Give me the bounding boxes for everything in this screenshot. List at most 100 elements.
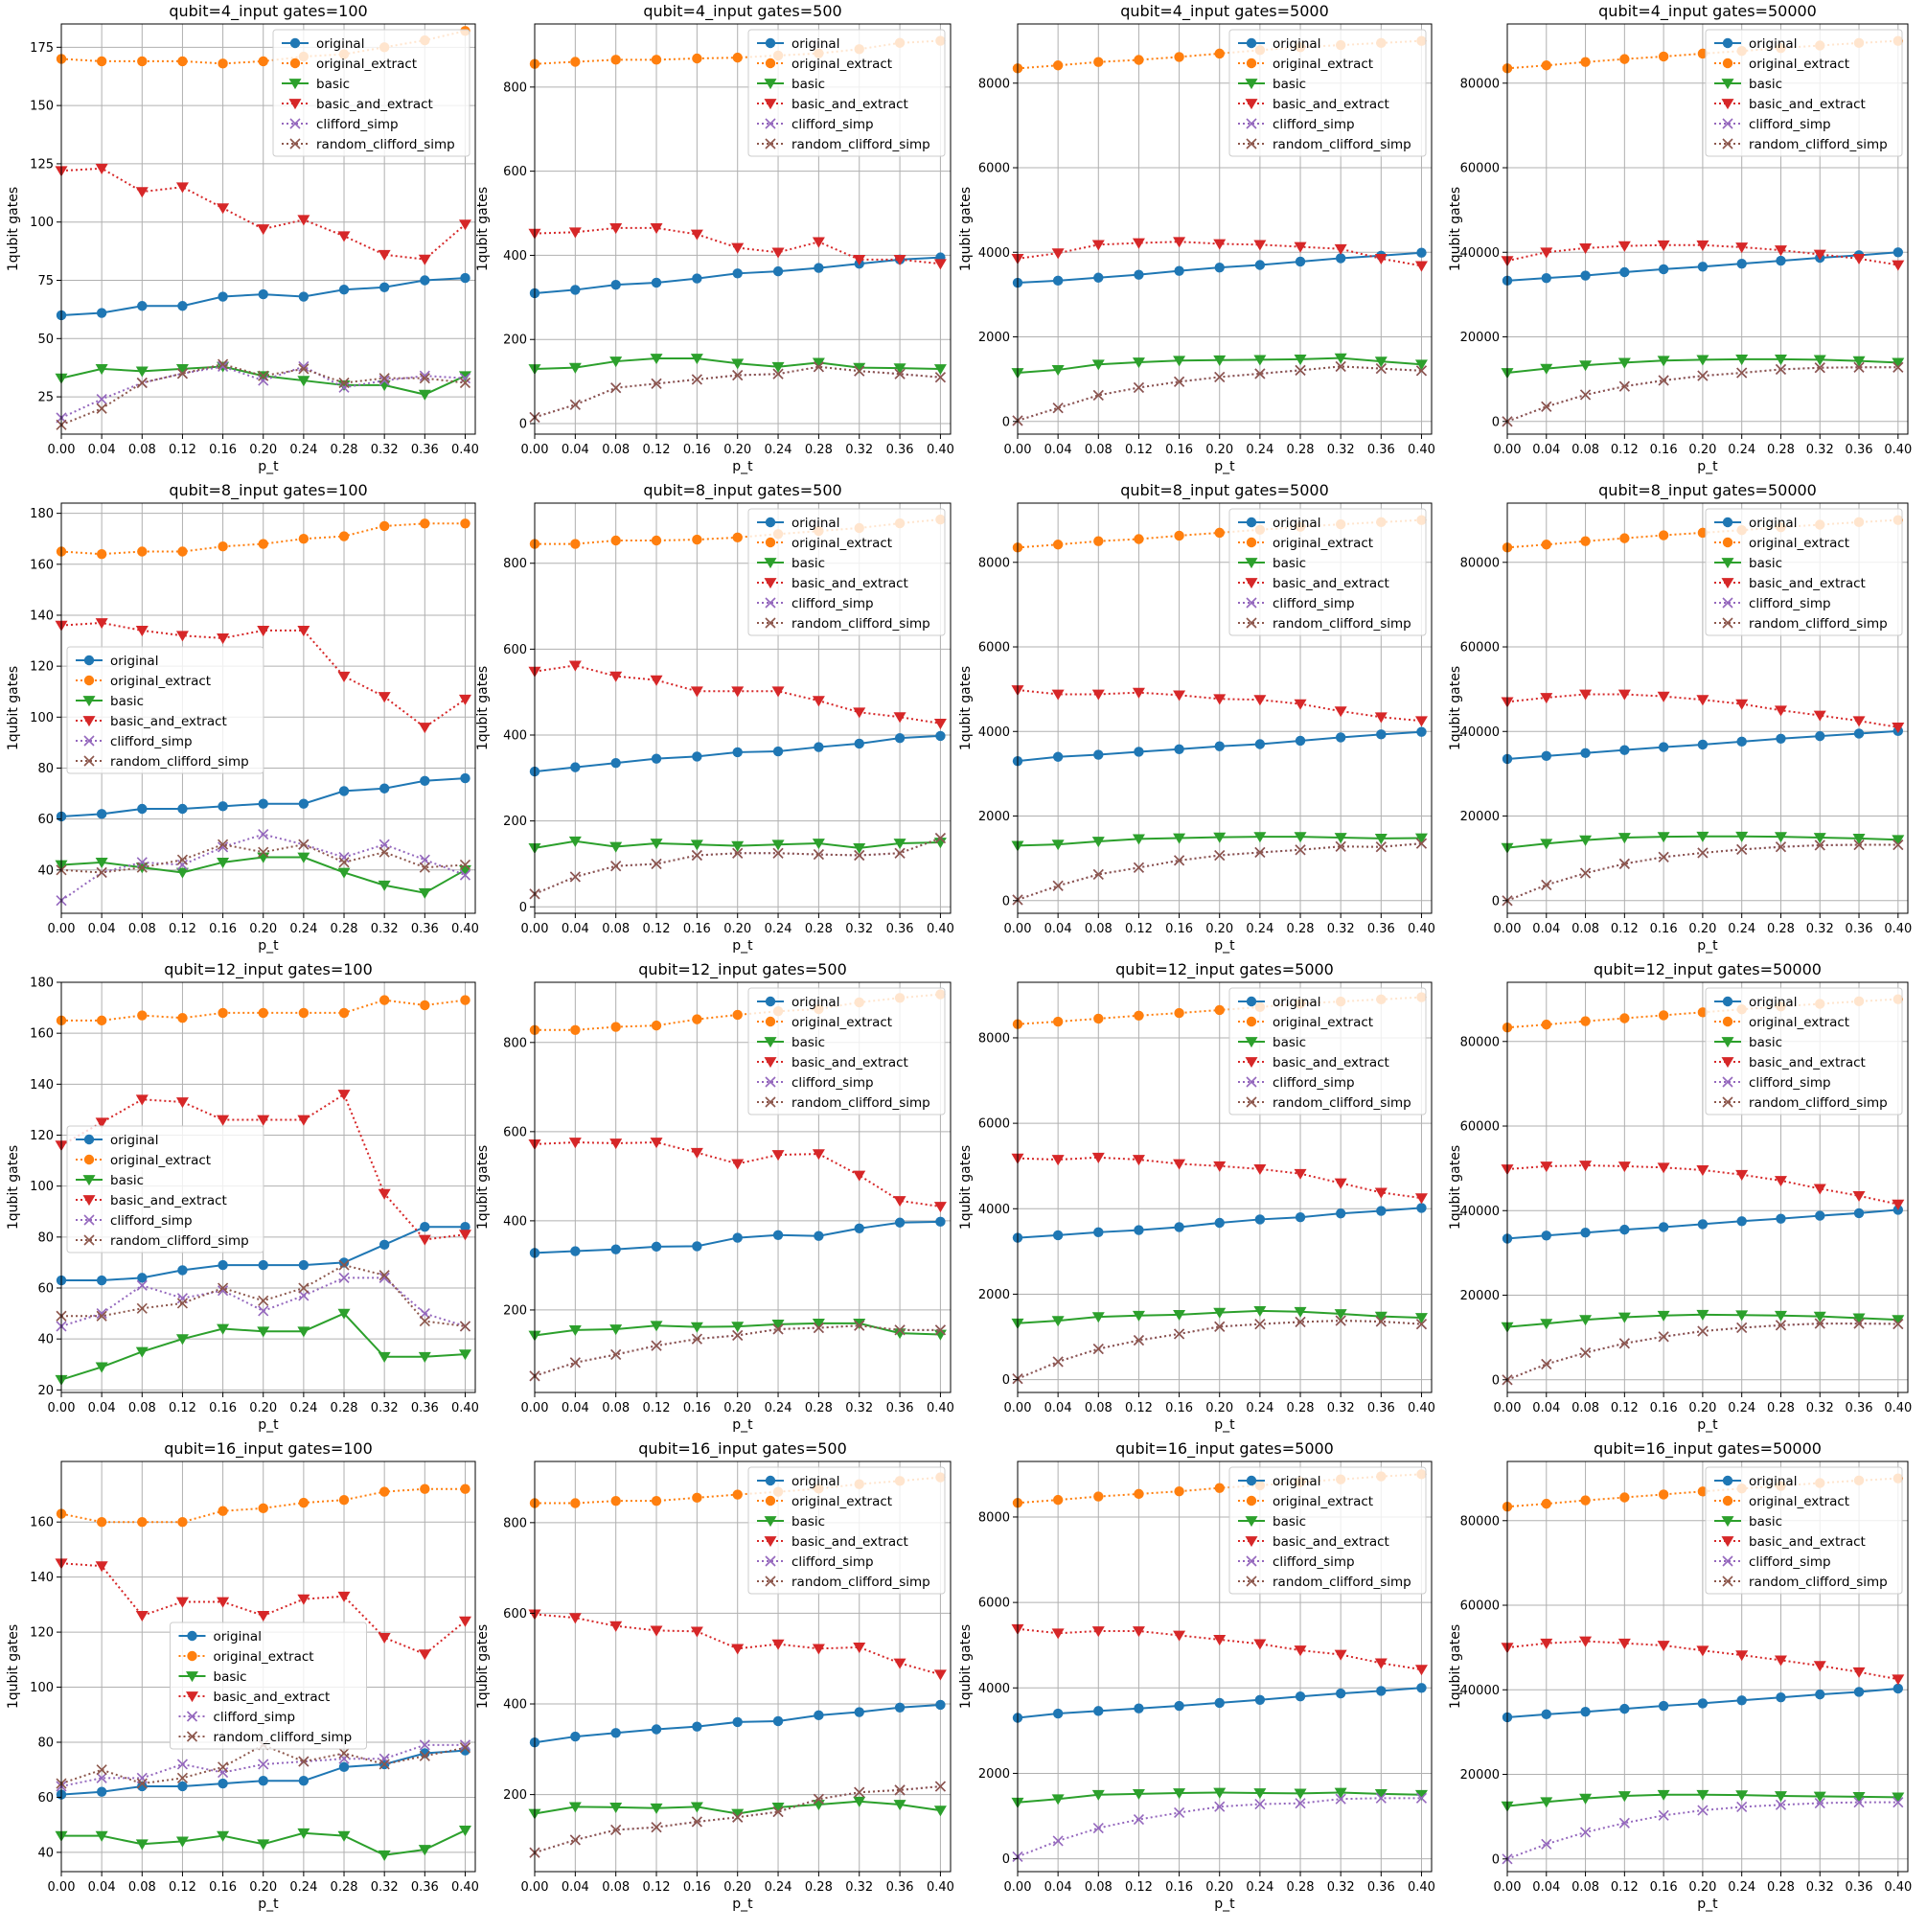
x-tick-label: 0.00: [48, 1880, 76, 1895]
data-point: [1736, 1695, 1747, 1706]
legend-label: basic_and_extract: [791, 1055, 908, 1070]
subplot-1: qubit=4_input gates=100 0.00 0.04 0.08 0.12 0…: [6, 2, 479, 474]
legend-label: clifford_simp: [791, 117, 874, 132]
data-point: [258, 539, 268, 549]
data-point: [1091, 240, 1105, 251]
legend-marker: [1722, 597, 1733, 609]
data-point: [1813, 355, 1826, 366]
data-point: [176, 1298, 189, 1309]
y-tick-label: 60: [37, 813, 54, 827]
y-tick-label: 4000: [978, 1203, 1010, 1217]
data-point: [1132, 1310, 1145, 1322]
legend-marker: [765, 1076, 776, 1088]
y-axis-label: 1qubit gates: [6, 187, 21, 271]
data-point: [1254, 739, 1266, 749]
data-point: [1254, 368, 1266, 380]
x-tick-label: 0.36: [886, 443, 914, 457]
data-point: [1774, 705, 1787, 717]
legend-box: [272, 29, 470, 157]
series-basic: [1011, 1305, 1428, 1329]
x-tick-label: 0.24: [1728, 922, 1755, 936]
legend-label: random_clifford_simp: [1273, 616, 1411, 632]
x-tick-label: 0.08: [602, 443, 630, 457]
data-point: [1657, 691, 1670, 702]
legend-label: original_extract: [791, 1015, 892, 1030]
legend-marker: [1722, 37, 1733, 49]
legend-marker: [187, 1650, 197, 1662]
legend-label: original: [1749, 995, 1797, 1010]
legend-label: original: [1749, 36, 1797, 52]
data-point: [1853, 1318, 1865, 1329]
legend-marker: [1245, 1516, 1258, 1528]
data-point: [609, 223, 623, 235]
x-tick-label: 0.28: [1767, 922, 1795, 936]
data-point: [379, 1759, 390, 1770]
legend-marker: [289, 37, 301, 49]
y-tick-label: 800: [503, 557, 527, 571]
data-point: [338, 1747, 350, 1760]
x-tick-label: 0.36: [1367, 443, 1395, 457]
legend-box: [747, 1466, 946, 1595]
x-tick-label: 0.32: [1327, 443, 1355, 457]
x-tick-label: 0.04: [562, 443, 589, 457]
data-point: [1852, 1667, 1866, 1678]
series-basic_and_extract: [1011, 1623, 1428, 1676]
data-point: [1735, 1650, 1749, 1662]
data-point: [1893, 361, 1904, 373]
x-tick-label: 0.24: [1728, 1401, 1755, 1415]
x-tick-label: 0.20: [723, 922, 751, 936]
data-point: [1335, 360, 1346, 372]
data-point: [95, 1362, 108, 1373]
data-point: [135, 1839, 149, 1851]
data-point: [1374, 254, 1388, 265]
data-point: [893, 363, 906, 375]
data-point: [1540, 363, 1553, 375]
legend-label: original_extract: [110, 674, 211, 689]
legend-marker: [765, 1555, 776, 1567]
subplot-title: qubit=12_input gates=50000: [1594, 960, 1822, 979]
data-point: [298, 798, 310, 809]
data-point: [218, 1778, 228, 1789]
x-tick-label: 0.00: [521, 1401, 549, 1415]
data-point: [893, 254, 906, 266]
data-point: [1051, 1794, 1065, 1806]
legend-marker: [1721, 1516, 1734, 1528]
data-point: [812, 237, 825, 248]
subplot-3: qubit=4_input gates=5000 0.00 0.04 0.08 0.12…: [958, 2, 1435, 474]
legend-label: basic: [1749, 556, 1782, 571]
data-point: [175, 182, 189, 194]
legend-label: basic: [110, 694, 144, 709]
y-tick-label: 60: [37, 1282, 54, 1297]
axes-frame: [534, 1460, 952, 1873]
data-point: [379, 839, 390, 850]
series-basic: [528, 1796, 947, 1820]
x-tick-label: 0.20: [1688, 1401, 1716, 1415]
data-point: [690, 1626, 703, 1638]
data-point: [1213, 694, 1227, 705]
data-point: [176, 859, 189, 871]
data-point: [419, 862, 430, 873]
data-point: [258, 375, 269, 386]
legend-label: original_extract: [1273, 536, 1373, 551]
y-axis-label: 1qubit gates: [1448, 666, 1463, 750]
x-tick-label: 0.12: [1611, 1880, 1639, 1895]
data-point: [610, 279, 621, 290]
data-point: [379, 1239, 390, 1251]
legend-marker: [765, 517, 776, 528]
data-point: [1334, 1178, 1347, 1189]
data-point: [692, 751, 702, 762]
series-original: [56, 772, 470, 822]
data-point: [692, 1492, 702, 1504]
subplot-12: qubit=12_input gates=50000 0.00 0.04 0.08 0.…: [1448, 960, 1912, 1433]
series-random_clifford_simp: [1502, 839, 1904, 907]
data-point: [1134, 1703, 1144, 1714]
x-tick-label: 0.08: [128, 1880, 156, 1895]
legend-label: random_clifford_simp: [1749, 1575, 1888, 1590]
data-point: [731, 1808, 745, 1820]
data-point: [1579, 360, 1593, 372]
data-point: [1052, 880, 1064, 891]
y-tick-label: 0: [1492, 415, 1500, 429]
data-point: [568, 836, 582, 847]
legend-marker: [83, 1214, 95, 1226]
data-point: [1893, 1683, 1904, 1694]
